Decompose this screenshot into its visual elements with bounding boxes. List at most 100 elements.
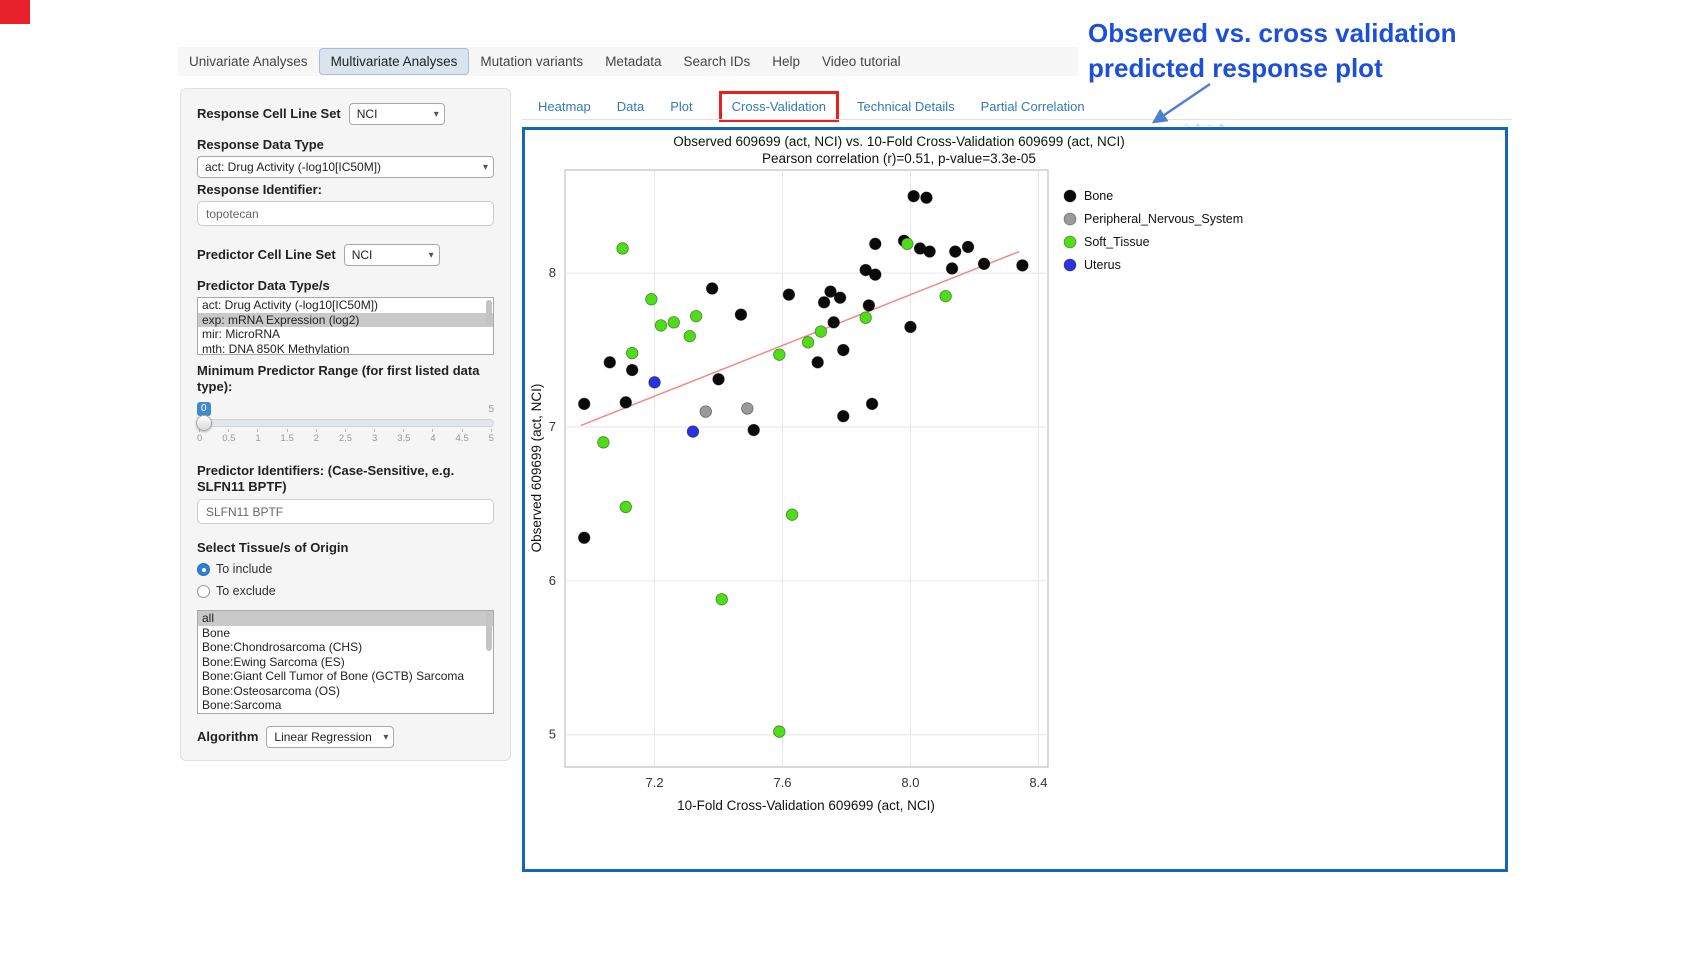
- data-point-bone: [833, 291, 847, 304]
- legend-marker-peripheral-nervous-system[interactable]: [1063, 212, 1077, 226]
- scrollbar-thumb[interactable]: [486, 613, 492, 651]
- list-option-bone-sarcoma[interactable]: Bone:Sarcoma: [202, 698, 282, 712]
- min-predictor-range-slider[interactable]: 0 5 0 0.5 1 1.5 2 2.5 3 3.5 4 4.5 5: [196, 402, 494, 453]
- legend-label-uterus[interactable]: Uterus: [1084, 258, 1121, 272]
- scrollbar-thumb[interactable]: [486, 300, 492, 326]
- data-point-bone: [619, 396, 632, 409]
- nav-tab-multivariate-analyses[interactable]: Multivariate Analyses: [318, 48, 470, 75]
- response-cell-line-set-label: Response Cell Line Set: [197, 106, 341, 121]
- list-option-act-drug-activity-log10-ic50m[interactable]: act: Drug Activity (-log10[IC50M]): [202, 298, 379, 312]
- slider-tick: 3: [372, 429, 377, 444]
- data-point-bone: [811, 356, 824, 369]
- slider-tick: 2: [314, 429, 319, 444]
- list-option-mir-microrna[interactable]: mir: MicroRNA: [202, 327, 280, 341]
- subtab-cross-validation[interactable]: Cross-Validation: [718, 90, 840, 122]
- data-point-uterus: [686, 425, 700, 438]
- data-point-bone: [869, 268, 882, 281]
- slider-ticks: 0 0.5 1 1.5 2 2.5 3 3.5 4 4.5 5: [197, 429, 494, 444]
- camera-icon[interactable]: ⌂: [1183, 121, 1190, 132]
- predictor-identifiers-input[interactable]: [197, 499, 494, 524]
- predictor-data-type-label: Predictor Data Type/s: [197, 278, 330, 293]
- chevron-down-icon: ▾: [383, 732, 389, 743]
- tabs-divider: [522, 119, 1512, 120]
- response-cell-line-set-select[interactable]: NCI ▾: [348, 103, 445, 125]
- data-point-soft-tissue: [619, 500, 632, 514]
- slider-tick: 5: [489, 429, 494, 444]
- nav-tab-search-ids[interactable]: Search IDs: [683, 54, 751, 69]
- data-point-bone: [869, 237, 882, 251]
- data-point-uterus: [648, 376, 661, 389]
- list-option-bone-giant-cell-tumor-of-bone-gctb-sarcoma[interactable]: Bone:Giant Cell Tumor of Bone (GCTB) Sar…: [202, 669, 465, 683]
- list-option-bone-osteosarcoma-os[interactable]: Bone:Osteosarcoma (OS): [202, 683, 341, 698]
- data-point-soft-tissue: [715, 593, 728, 606]
- subtab-technical-details[interactable]: Technical Details: [857, 98, 955, 114]
- subtab-heatmap[interactable]: Heatmap: [538, 98, 591, 114]
- tissue-list[interactable]: all Bone Bone:Chondrosarcoma (CHS) Bone:Ewi…: [197, 610, 494, 714]
- list-option-bone[interactable]: Bone: [202, 625, 231, 640]
- nav-tab-video-tutorial[interactable]: Video tutorial: [822, 54, 901, 69]
- data-point-soft-tissue: [773, 348, 786, 361]
- data-point-bone: [907, 189, 920, 203]
- legend-label-peripheral-nervous-system[interactable]: Peripheral_Nervous_System: [1084, 212, 1243, 226]
- annotation-line-2: predicted response plot: [1088, 53, 1383, 83]
- legend-marker-soft-tissue[interactable]: [1063, 235, 1077, 249]
- predictor-cell-line-set-select[interactable]: NCI ▾: [343, 244, 440, 266]
- response-identifier-input[interactable]: [197, 201, 494, 226]
- predictor-data-type-list[interactable]: act: Drug Activity (-log10[IC50M]) exp: m…: [197, 297, 494, 355]
- nav-tab-metadata[interactable]: Metadata: [605, 54, 662, 69]
- list-option-mth-dna-850k-methylation[interactable]: mth: DNA 850K Methylation: [202, 341, 350, 355]
- y-tick-label: 5: [549, 727, 556, 742]
- slider-handle[interactable]: [196, 415, 212, 431]
- nav-tab-help[interactable]: Help: [772, 54, 801, 69]
- list-option-exp-mrna-expression-log2[interactable]: exp: mRNA Expression (log2): [198, 312, 493, 327]
- result-subtabs: Heatmap Data Plot Cross-Validation Technical…: [538, 89, 1111, 123]
- list-option-all[interactable]: all: [198, 611, 493, 626]
- list-option-bone-chondrosarcoma-chs[interactable]: Bone:Chondrosarcoma (CHS): [202, 640, 363, 654]
- annotation-text: Observed vs. cross validation predicted …: [1088, 16, 1588, 86]
- radio-button-icon[interactable]: [197, 562, 210, 576]
- plot-panel: [564, 169, 1049, 768]
- select-value: Linear Regression: [274, 730, 372, 744]
- legend-label-bone[interactable]: Bone: [1084, 189, 1113, 203]
- zoom-out-icon[interactable]: −: [1206, 121, 1213, 132]
- radio-to-include[interactable]: To include: [197, 560, 494, 578]
- data-point-bone: [712, 373, 725, 386]
- subtab-data[interactable]: Data: [616, 98, 645, 114]
- data-point-soft-tissue: [616, 242, 629, 255]
- min-predictor-range-label: Minimum Predictor Range (for first liste…: [197, 363, 480, 394]
- subtab-partial-correlation[interactable]: Partial Correlation: [980, 98, 1085, 114]
- data-point-soft-tissue: [785, 508, 799, 521]
- data-point-bone: [920, 191, 933, 204]
- data-point-soft-tissue: [625, 346, 639, 360]
- legend-label-soft-tissue[interactable]: Soft_Tissue: [1084, 235, 1150, 249]
- slider-tick: 4.5: [456, 429, 469, 444]
- zoom-in-icon[interactable]: +: [1195, 121, 1201, 132]
- autoscale-icon[interactable]: ⌖: [1218, 121, 1225, 132]
- list-option-bone-ewing-sarcoma-es[interactable]: Bone:Ewing Sarcoma (ES): [202, 654, 345, 669]
- legend-marker-bone[interactable]: [1063, 189, 1077, 203]
- plotly-modebar[interactable]: ⌂ + − ⌖: [1183, 122, 1224, 132]
- y-axis-title: Observed 609699 (act, NCI): [529, 384, 544, 553]
- chevron-down-icon: ▾: [428, 250, 434, 261]
- slider-tick: 1.5: [281, 429, 294, 444]
- list-option-peripheral-nervous-system[interactable]: Peripheral_Nervous_System: [198, 713, 493, 714]
- slider-value-badge: 0: [197, 402, 211, 416]
- chevron-down-icon: ▾: [433, 109, 439, 120]
- radio-button-icon[interactable]: [197, 584, 210, 598]
- recording-indicator: [0, 0, 30, 24]
- nav-tab-mutation-variants[interactable]: Mutation variants: [480, 54, 584, 69]
- algorithm-select[interactable]: Linear Regression ▾: [266, 726, 395, 748]
- slider-track[interactable]: [196, 415, 494, 431]
- slider-tick: 3.5: [397, 429, 410, 444]
- data-point-bone: [837, 343, 850, 357]
- slider-tick: 2.5: [339, 429, 352, 444]
- data-point-bone: [782, 288, 796, 301]
- y-tick-label: 7: [549, 419, 556, 434]
- legend-marker-uterus[interactable]: [1063, 258, 1077, 272]
- response-data-type-select[interactable]: act: Drug Activity (-log10[IC50M]) ▾: [197, 156, 494, 178]
- nav-tab-univariate-analyses[interactable]: Univariate Analyses: [189, 54, 308, 69]
- radio-to-exclude[interactable]: To exclude: [197, 582, 494, 600]
- subtab-plot[interactable]: Plot: [670, 98, 693, 114]
- slider-tick: 0.5: [222, 429, 235, 444]
- data-point-bone: [577, 397, 591, 411]
